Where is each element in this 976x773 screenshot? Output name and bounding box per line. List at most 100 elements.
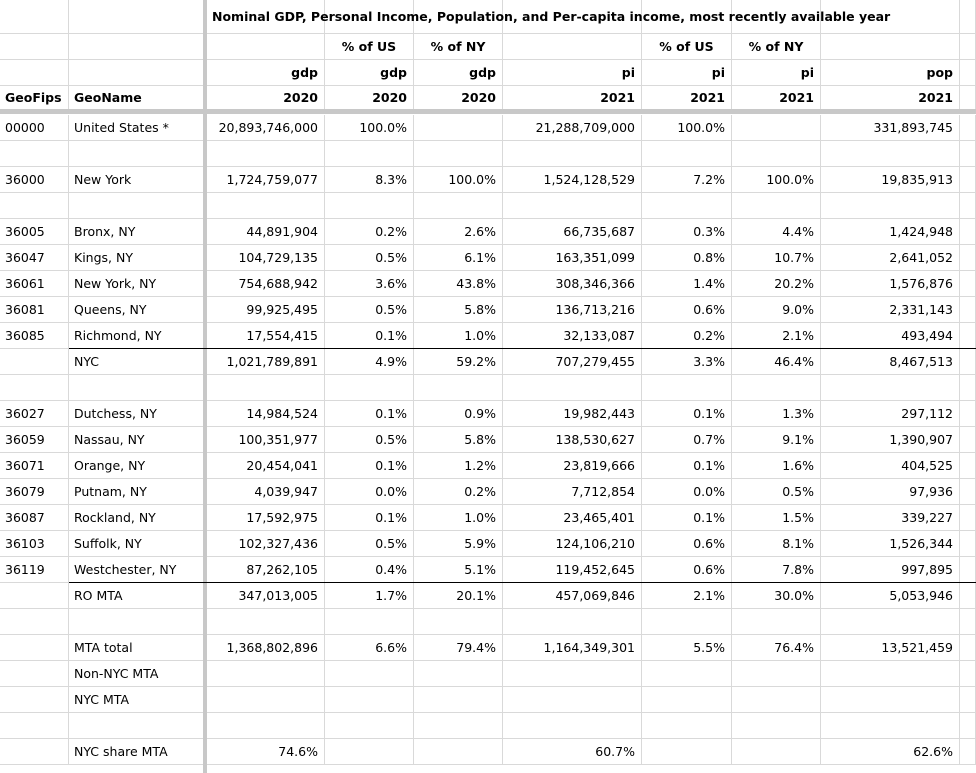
cell-geoname[interactable]: Bronx, NY [69,219,206,245]
cell-pi-pct-ny[interactable]: 20.2% [732,271,821,297]
cell-gdp-pct-ny[interactable] [414,687,503,713]
cell-pi[interactable]: 163,351,099 [503,245,642,271]
cell-empty[interactable] [960,739,976,765]
cell-pi-pct-us[interactable] [642,609,732,635]
cell-gdp-pct-ny[interactable]: 5.8% [414,427,503,453]
cell-geofips[interactable] [0,687,69,713]
cell-pi-pct-ny[interactable]: 2.1% [732,323,821,349]
cell-gdp-pct-ny[interactable]: 6.1% [414,245,503,271]
cell-pi-pct-us[interactable] [642,739,732,765]
cell-gdp-pct-ny[interactable]: 5.9% [414,531,503,557]
header-cell-geoname[interactable] [69,60,206,86]
cell-pop[interactable]: 331,893,745 [821,115,960,141]
cell-gdp-pct-us[interactable]: 0.1% [325,505,414,531]
cell-pi-pct-us[interactable]: 7.2% [642,167,732,193]
cell-empty[interactable] [960,219,976,245]
cell-empty[interactable] [960,661,976,687]
header-cell[interactable] [960,60,976,86]
cell-gdp-pct-us[interactable] [325,609,414,635]
cell-pi-pct-ny[interactable]: 9.1% [732,427,821,453]
header-cell-geofips[interactable] [0,60,69,86]
cell-gdp-pct-ny[interactable] [414,609,503,635]
header-cell[interactable]: % of US [642,34,732,60]
header-cell[interactable]: % of NY [732,34,821,60]
cell-gdp-pct-ny[interactable]: 100.0% [414,167,503,193]
cell-geofips[interactable]: 36079 [0,479,69,505]
cell-gdp[interactable]: 1,724,759,077 [206,167,325,193]
header-cell-gdp-pct-ny[interactable]: gdp [414,60,503,86]
cell-pi-pct-ny[interactable] [732,609,821,635]
cell-gdp-pct-us[interactable] [325,375,414,401]
column-header-gdp[interactable]: 2020 [206,86,325,110]
cell-pi[interactable]: 23,819,666 [503,453,642,479]
cell-empty[interactable] [960,245,976,271]
cell-gdp-pct-us[interactable]: 100.0% [325,115,414,141]
cell-geoname[interactable]: Non-NYC MTA [69,661,206,687]
cell-geoname[interactable]: Rockland, NY [69,505,206,531]
cell-pi-pct-us[interactable] [642,141,732,167]
cell-gdp[interactable]: 754,688,942 [206,271,325,297]
cell-pop[interactable]: 1,390,907 [821,427,960,453]
cell-gdp-pct-ny[interactable]: 43.8% [414,271,503,297]
cell-empty[interactable] [960,271,976,297]
header-cell-pi[interactable]: pi [503,60,642,86]
cell-gdp-pct-ny[interactable] [414,739,503,765]
cell-pi-pct-ny[interactable] [732,713,821,739]
cell-gdp[interactable]: 99,925,495 [206,297,325,323]
cell-pi[interactable]: 32,133,087 [503,323,642,349]
cell-gdp-pct-ny[interactable]: 2.6% [414,219,503,245]
cell-pi-pct-us[interactable]: 2.1% [642,583,732,609]
cell-empty[interactable] [960,297,976,323]
cell-gdp[interactable]: 1,021,789,891 [206,349,325,375]
cell-empty[interactable] [960,531,976,557]
cell-pi[interactable] [503,609,642,635]
freeze-pane-horizontal[interactable] [0,109,976,114]
cell-gdp-pct-us[interactable]: 0.5% [325,245,414,271]
cell-empty[interactable] [960,583,976,609]
cell-geofips[interactable] [0,739,69,765]
cell-pi-pct-ny[interactable]: 10.7% [732,245,821,271]
header-cell[interactable] [732,0,821,34]
cell-geofips[interactable]: 36059 [0,427,69,453]
cell-gdp[interactable]: 20,893,746,000 [206,115,325,141]
cell-gdp-pct-us[interactable]: 1.7% [325,583,414,609]
column-header-geoname[interactable]: GeoName [69,86,206,110]
cell-pop[interactable] [821,713,960,739]
cell-empty[interactable] [960,115,976,141]
cell-geofips[interactable]: 36061 [0,271,69,297]
cell-gdp-pct-us[interactable]: 0.1% [325,323,414,349]
cell-geofips[interactable]: 36047 [0,245,69,271]
column-header-pi-pct-us[interactable]: 2021 [642,86,732,110]
cell-pi[interactable]: 308,346,366 [503,271,642,297]
cell-pi[interactable]: 60.7% [503,739,642,765]
cell-gdp-pct-ny[interactable]: 0.9% [414,401,503,427]
header-cell-pi-pct-us[interactable]: pi [642,60,732,86]
cell-geofips[interactable] [0,583,69,609]
cell-pop[interactable]: 1,576,876 [821,271,960,297]
cell-geoname[interactable]: NYC MTA [69,687,206,713]
cell-gdp[interactable]: 17,554,415 [206,323,325,349]
cell-empty[interactable] [960,323,976,349]
cell-geoname[interactable] [69,193,206,219]
cell-pi[interactable] [503,141,642,167]
cell-gdp[interactable]: 1,368,802,896 [206,635,325,661]
cell-pop[interactable]: 62.6% [821,739,960,765]
cell-pi-pct-ny[interactable] [732,687,821,713]
header-cell-pop[interactable]: pop [821,60,960,86]
cell-gdp[interactable]: 347,013,005 [206,583,325,609]
cell-pop[interactable] [821,193,960,219]
cell-pi[interactable] [503,713,642,739]
cell-pop[interactable]: 5,053,946 [821,583,960,609]
cell-pi[interactable]: 23,465,401 [503,505,642,531]
cell-gdp-pct-ny[interactable]: 59.2% [414,349,503,375]
cell-gdp[interactable]: 100,351,977 [206,427,325,453]
cell-pi-pct-ny[interactable]: 7.8% [732,557,821,583]
cell-geoname[interactable]: Suffolk, NY [69,531,206,557]
cell-geofips[interactable]: 36005 [0,219,69,245]
cell-geoname[interactable]: New York [69,167,206,193]
cell-geofips[interactable] [0,141,69,167]
cell-pi-pct-ny[interactable] [732,661,821,687]
cell-gdp-pct-ny[interactable] [414,713,503,739]
header-cell[interactable] [0,0,69,34]
